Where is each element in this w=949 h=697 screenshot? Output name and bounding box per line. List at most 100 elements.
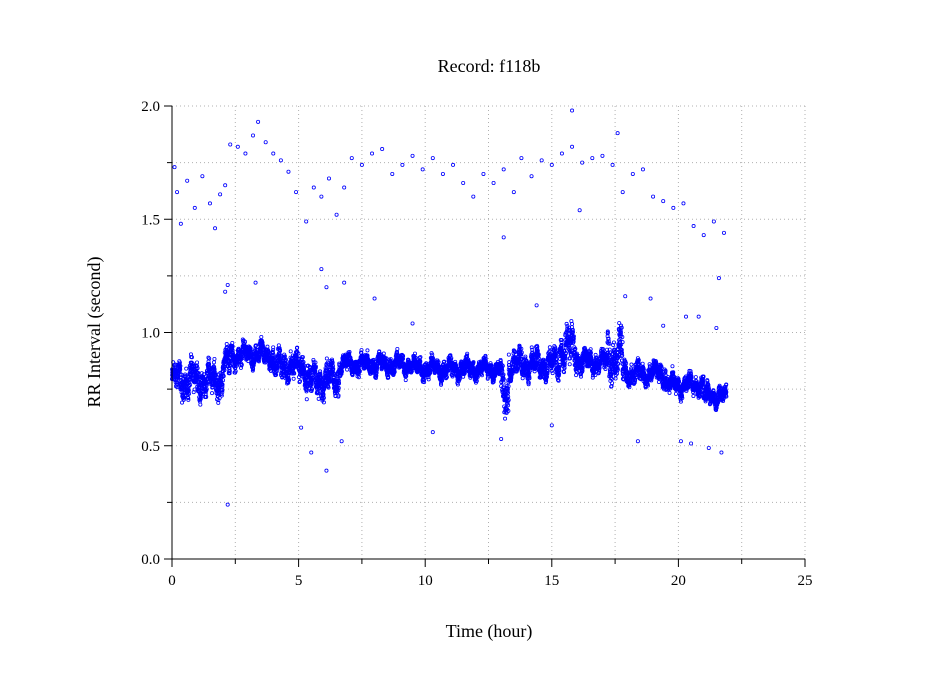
data-point [198, 402, 203, 407]
data-point [204, 383, 209, 388]
data-point [189, 355, 194, 360]
data-point [296, 351, 301, 356]
data-point [395, 346, 400, 351]
data-point [301, 366, 306, 371]
data-point [271, 345, 276, 350]
data-point [348, 355, 353, 360]
data-point [239, 362, 244, 367]
data-point [310, 387, 315, 392]
data-point [418, 355, 423, 360]
data-point [291, 376, 296, 381]
data-point [212, 356, 217, 361]
data-point [321, 395, 326, 400]
data-point [230, 344, 235, 349]
data-point [192, 387, 197, 392]
data-point [374, 367, 379, 372]
data-point [316, 396, 321, 401]
data-point [182, 395, 187, 400]
data-point [428, 370, 433, 375]
data-point [365, 348, 370, 353]
data-point [233, 369, 238, 374]
data-point [230, 348, 235, 353]
data-point [210, 385, 215, 390]
data-point [324, 356, 329, 361]
data-point [338, 373, 343, 378]
data-point [359, 348, 364, 353]
data-point [339, 369, 344, 374]
data-point [392, 369, 397, 374]
data-point [260, 343, 265, 348]
data-point [181, 397, 186, 402]
data-point [195, 366, 200, 371]
data-point [204, 394, 209, 399]
data-point [336, 393, 341, 398]
data-point [292, 371, 297, 376]
data-point [356, 375, 361, 380]
data-point [426, 377, 431, 382]
data-point [304, 389, 309, 394]
data-point [259, 335, 264, 340]
data-point [269, 368, 274, 373]
data-point [295, 345, 300, 350]
data-point [186, 396, 191, 401]
data-point [282, 354, 287, 359]
data-point [336, 385, 341, 390]
data-point [275, 365, 280, 370]
data-point [283, 359, 288, 364]
data-point [325, 360, 330, 365]
data-point [422, 380, 427, 385]
data-point [227, 371, 232, 376]
data-point [313, 364, 318, 369]
data-point [186, 397, 191, 402]
data-point [331, 366, 336, 371]
data-point [210, 391, 215, 396]
data-point [195, 360, 200, 365]
data-point [278, 348, 283, 353]
data-point [282, 352, 287, 357]
data-point [222, 368, 227, 373]
data-point [227, 361, 232, 366]
data-point [175, 385, 180, 390]
data-point [221, 378, 226, 383]
data-point [223, 361, 228, 366]
data-point [220, 388, 225, 393]
data-point [403, 378, 408, 383]
data-point [211, 360, 216, 365]
data-point [388, 357, 393, 362]
data-point [324, 364, 329, 369]
grid [172, 105, 806, 559]
data-point [357, 369, 362, 374]
data-point [227, 368, 232, 373]
data-point [213, 370, 218, 375]
data-point [304, 397, 309, 402]
data-point [220, 390, 225, 395]
data-point [184, 366, 189, 371]
data-point [178, 364, 183, 369]
data-point [256, 359, 261, 364]
data-point [567, 362, 572, 367]
data-point [243, 339, 248, 344]
data-point [313, 360, 318, 365]
data-point [629, 362, 634, 367]
chart-title: Record: f118b [438, 56, 541, 76]
data-point [275, 363, 280, 368]
data-point [503, 416, 508, 421]
data-point [176, 375, 181, 380]
data-point [392, 370, 397, 375]
data-point [520, 376, 525, 381]
data-point [301, 359, 306, 364]
data-point [274, 372, 279, 377]
data-point [201, 372, 206, 377]
data-point [375, 365, 380, 370]
data-point [271, 348, 276, 353]
data-point [187, 391, 192, 396]
data-point [640, 361, 645, 366]
data-point [283, 357, 288, 362]
data-point [298, 379, 303, 384]
data-point [198, 395, 203, 400]
data-point [188, 382, 193, 387]
data-point [207, 356, 212, 361]
data-point [277, 346, 282, 351]
data-point [331, 376, 336, 381]
